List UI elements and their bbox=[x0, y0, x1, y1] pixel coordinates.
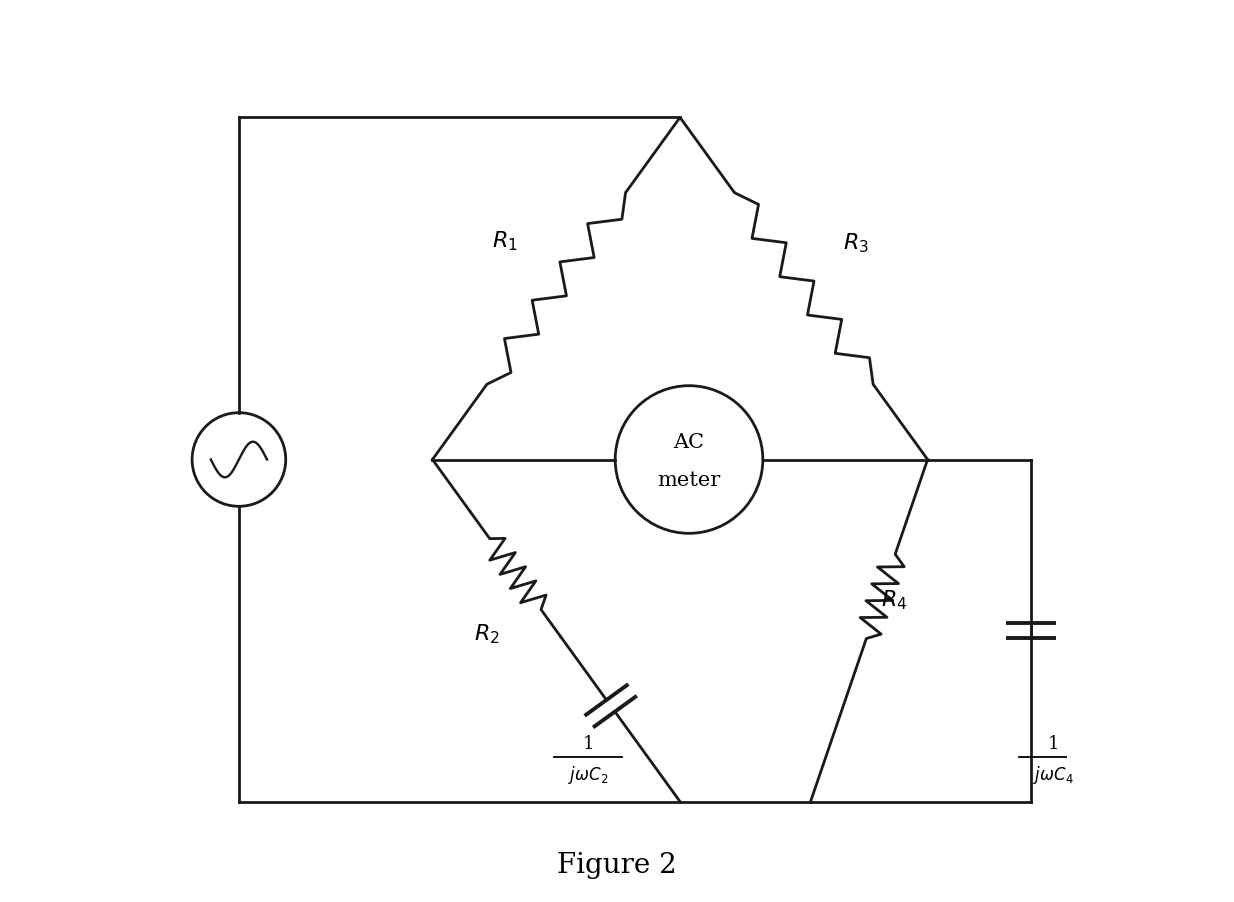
Text: $j\omega C_2$: $j\omega C_2$ bbox=[568, 763, 608, 785]
Text: AC: AC bbox=[674, 433, 705, 452]
Text: meter: meter bbox=[658, 470, 721, 489]
Text: 1: 1 bbox=[582, 734, 594, 752]
Text: $R_1$: $R_1$ bbox=[491, 230, 517, 253]
Text: $R_4$: $R_4$ bbox=[881, 588, 907, 612]
Text: $j\omega C_4$: $j\omega C_4$ bbox=[1033, 763, 1074, 785]
Text: $R_2$: $R_2$ bbox=[474, 621, 500, 646]
Text: $R_3$: $R_3$ bbox=[843, 232, 869, 255]
Text: 1: 1 bbox=[1048, 734, 1059, 752]
Text: Figure 2: Figure 2 bbox=[557, 851, 677, 879]
